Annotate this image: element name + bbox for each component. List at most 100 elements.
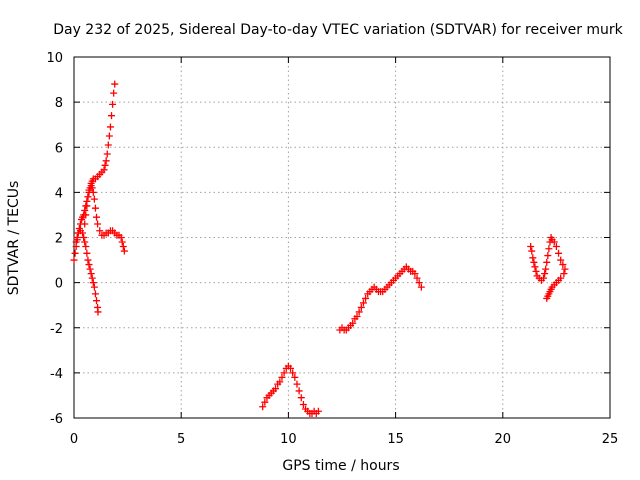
data-point	[287, 364, 295, 372]
data-point	[261, 398, 269, 406]
data-point	[111, 80, 119, 88]
data-point	[73, 234, 81, 241]
data-point	[87, 270, 95, 278]
data-point	[532, 267, 540, 275]
data-point	[359, 299, 367, 307]
data-point	[105, 132, 113, 140]
data-point	[80, 234, 88, 241]
data-point	[90, 195, 98, 203]
data-point	[84, 193, 92, 201]
data-point	[543, 294, 551, 302]
data-point	[349, 319, 357, 327]
data-point	[81, 220, 89, 228]
data-point	[529, 254, 537, 262]
x-axis: 0 5 10 15 20 25	[70, 57, 618, 447]
data-point	[417, 283, 425, 291]
data-point	[82, 243, 90, 251]
data-point	[544, 252, 552, 260]
data-point	[413, 274, 421, 282]
data-point	[91, 290, 99, 298]
y-tick-label: 6	[55, 141, 63, 156]
y-tick-label: -4	[50, 367, 63, 382]
data-point	[102, 157, 110, 165]
data-point	[295, 387, 303, 395]
data-point	[291, 373, 299, 381]
data-point	[82, 211, 90, 219]
y-tick-label: 4	[55, 186, 63, 201]
x-tick-label: 15	[387, 432, 404, 447]
data-point	[280, 369, 288, 377]
data-point	[555, 249, 563, 257]
data-point	[362, 294, 370, 302]
data-point	[559, 261, 567, 269]
y-tick-label: 0	[55, 277, 63, 292]
data-point	[297, 394, 305, 402]
data-point	[88, 184, 96, 192]
data-point	[101, 161, 109, 169]
data-point	[278, 373, 286, 381]
data-point	[70, 256, 78, 264]
data-markers	[70, 80, 569, 417]
x-tick-label: 10	[280, 432, 297, 447]
data-point	[89, 279, 97, 287]
data-point	[100, 166, 108, 174]
data-point	[85, 261, 93, 269]
y-tick-label: -2	[50, 322, 63, 337]
data-point	[103, 150, 111, 158]
data-point	[530, 258, 538, 266]
x-tick-label: 0	[70, 432, 78, 447]
data-point	[89, 188, 97, 196]
data-point	[299, 400, 307, 408]
data-point	[540, 274, 548, 282]
data-point	[104, 141, 112, 149]
data-point	[118, 238, 126, 246]
x-tick-label: 20	[495, 432, 512, 447]
y-axis: -6 -4 -2 0 2 4 6 8 10	[46, 51, 610, 427]
data-point	[90, 283, 98, 291]
data-point	[83, 249, 91, 257]
data-point	[108, 112, 116, 120]
data-point	[96, 227, 104, 235]
data-point	[79, 229, 87, 237]
data-point	[552, 243, 560, 251]
data-point	[93, 297, 101, 305]
data-point	[314, 407, 322, 415]
data-point	[119, 243, 127, 251]
data-point	[81, 238, 89, 246]
data-point	[355, 308, 363, 316]
x-tick-label: 5	[177, 432, 185, 447]
gridlines	[74, 57, 610, 418]
x-axis-label: GPS time / hours	[282, 458, 399, 474]
data-point	[527, 243, 535, 251]
data-point	[293, 380, 301, 388]
data-point	[91, 204, 99, 212]
data-point	[276, 378, 284, 386]
x-tick-label: 25	[602, 432, 619, 447]
y-tick-label: -6	[50, 412, 63, 427]
data-point	[543, 258, 551, 266]
data-point	[72, 238, 80, 246]
data-point	[94, 220, 102, 228]
y-tick-label: 10	[46, 51, 63, 66]
data-point	[81, 206, 89, 214]
data-point	[106, 123, 114, 131]
data-point	[289, 369, 297, 377]
data-point	[411, 270, 419, 278]
data-point	[531, 263, 539, 271]
data-point	[528, 247, 536, 255]
data-point	[541, 270, 549, 278]
data-point	[84, 256, 92, 264]
data-point	[557, 256, 565, 264]
data-point	[71, 249, 79, 257]
data-point	[109, 100, 117, 108]
data-point	[545, 245, 553, 253]
data-point	[550, 238, 558, 246]
y-tick-label: 8	[55, 96, 63, 111]
y-axis-label: SDTVAR / TECUs	[6, 181, 22, 296]
data-point	[561, 265, 569, 273]
chart-title: Day 232 of 2025, Sidereal Day-to-day VTE…	[53, 22, 623, 38]
data-point	[542, 265, 550, 273]
data-point	[357, 303, 365, 311]
data-point	[110, 89, 118, 97]
